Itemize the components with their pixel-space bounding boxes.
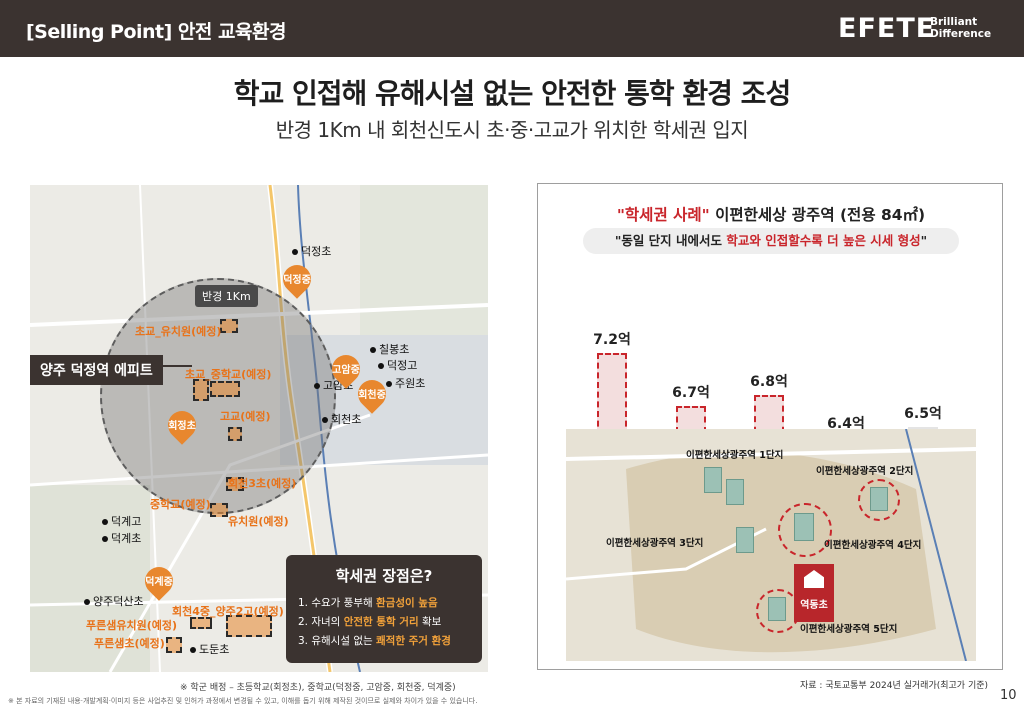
complex-map: 이편한세상광주역 1단지 이편한세상광주역 2단지 이편한세상광주역 3단지 이…: [566, 429, 976, 661]
bar-value-label: 6.7억: [672, 384, 710, 401]
dot-icon: [292, 249, 298, 255]
source-note: 자료 : 국토교통부 2024년 실거래가(최고가 기준): [800, 681, 989, 691]
pin-label: 덕계중: [145, 577, 173, 588]
building-icon: [870, 487, 888, 511]
bar-value-label: 6.4억: [827, 416, 865, 432]
dot-icon: [386, 381, 392, 387]
complex-label: 이편한세상광주역 5단지: [800, 624, 898, 635]
planned-site: [190, 617, 212, 629]
dot-icon: [102, 536, 108, 542]
merit-item: 1. 수요가 풍부해 환금성이 높음: [298, 597, 438, 609]
building-icon: [794, 513, 814, 541]
complex-label: 이편한세상광주역 2단지: [816, 466, 914, 477]
radius-tag: 반경 1Km: [195, 285, 258, 307]
building-icon: [768, 597, 786, 621]
building-icon: [704, 467, 722, 493]
quote-box: "동일 단지 내에서도 학교와 인접할수록 더 높은 시세 형성": [583, 228, 959, 254]
bar-value-label: 6.8억: [750, 374, 788, 390]
bar-value-label: 7.2억: [593, 332, 631, 348]
case-study-panel: "학세권 사례" 이편한세상 광주역 (전용 84㎡) "동일 단지 내에서도 …: [537, 183, 1003, 670]
school-marker: 도둔초: [190, 641, 229, 657]
apartment-pointer: [162, 365, 192, 367]
brand-logo: EFETE: [838, 13, 936, 44]
plan-label: 고교(예정): [220, 410, 271, 423]
school-marker: 회천초: [322, 411, 361, 427]
plan-label: 중학교(예정): [150, 498, 211, 511]
case-title: "학세권 사례" 이편한세상 광주역 (전용 84㎡): [616, 206, 926, 224]
merit-item: 3. 유해시설 없는 쾌적한 주거 환경: [298, 635, 451, 647]
planned-site: [210, 381, 240, 397]
school-marker: 덕정고: [378, 357, 417, 373]
merit-box: 학세권 장점은? 1. 수요가 풍부해 환금성이 높음 2. 자녀의 안전한 통…: [286, 555, 482, 663]
complex-label: 이편한세상광주역 4단지: [824, 540, 922, 551]
planned-site: [226, 615, 272, 637]
dot-icon: [370, 347, 376, 353]
dot-icon: [314, 383, 320, 389]
pin-label: 덕정중: [283, 275, 311, 286]
planned-site: [228, 427, 242, 441]
school-marker: 덕계초: [102, 530, 141, 546]
disclaimer: ※ 본 자료의 기재된 내용·개발계획·이미지 등은 사업추진 및 인허가 과정…: [8, 697, 478, 705]
school-marker: 덕정초: [292, 243, 331, 259]
brand-tagline: Brilliant Difference: [930, 16, 991, 40]
apartment-label: 양주 덕정역 에피트: [30, 355, 163, 385]
school-marker: 주원초: [386, 375, 425, 391]
pin-label: 회천중: [358, 390, 386, 401]
dot-icon: [84, 599, 90, 605]
school-building-icon: [804, 570, 824, 588]
plan-label: 푸른샘초(예정): [94, 637, 165, 650]
dot-icon: [102, 519, 108, 525]
bar-value-label: 6.5억: [904, 405, 942, 422]
merit-title: 학세권 장점은?: [335, 567, 433, 585]
plan-label: 회천4중_양주2고(예정): [172, 605, 284, 618]
pin-label: 회정초: [168, 421, 196, 432]
school-tag: 역동초: [794, 564, 834, 622]
complex-label: 이편한세상광주역 3단지: [606, 538, 704, 549]
planned-site: [220, 319, 238, 333]
dot-icon: [322, 417, 328, 423]
highlight-ring: [778, 503, 832, 557]
school-marker: 칠봉초: [370, 341, 409, 357]
school-district-map: 반경 1Km 초교_유치원(예정) 초교_중학교(예정) 고교(예정) 회천3초…: [30, 185, 488, 672]
plan-label: 유치원(예정): [228, 515, 289, 528]
dot-icon: [190, 647, 196, 653]
plan-label: 초교_유치원(예정): [135, 325, 222, 338]
dot-icon: [378, 363, 384, 369]
plan-label: 푸른샘유치원(예정): [86, 619, 178, 632]
planned-site: [193, 379, 209, 401]
price-bar-chart: 7.2억2단지6.7억4단지6.8억5단지6.4억1단지6.5억3단지: [538, 262, 1004, 494]
map-note: ※ 학군 배정 – 초등학교(회정초), 중학교(덕정중, 고암중, 회천중, …: [180, 683, 456, 693]
pin-label: 고암중: [332, 365, 360, 376]
plan-label: 회천3초(예정): [228, 477, 297, 490]
complex-label: 이편한세상광주역 1단지: [686, 450, 784, 461]
header-bar: [Selling Point] 안전 교육환경 EFETE Brilliant …: [0, 0, 1024, 57]
page-number: 10: [1000, 688, 1017, 703]
planned-site: [166, 637, 182, 653]
tagline-line-2: Difference: [930, 28, 992, 40]
subheadline: 반경 1Km 내 회천신도시 초·중·고교가 위치한 학세권 입지: [275, 118, 749, 142]
school-marker: 양주덕산초: [84, 593, 144, 609]
building-icon: [726, 479, 744, 505]
plan-label: 초교_중학교(예정): [185, 368, 272, 381]
school-marker: 덕계고: [102, 513, 141, 529]
headline: 학교 인접해 유해시설 없는 안전한 통학 환경 조성: [233, 77, 791, 110]
section-title: [Selling Point] 안전 교육환경: [26, 21, 286, 43]
planned-site: [210, 503, 228, 517]
highlight-ring: [858, 479, 900, 521]
tagline-line-1: Brilliant: [930, 16, 978, 28]
planned-site: [226, 477, 244, 491]
merit-item: 2. 자녀의 안전한 통학 거리 확보: [298, 616, 442, 628]
building-icon: [736, 527, 754, 553]
